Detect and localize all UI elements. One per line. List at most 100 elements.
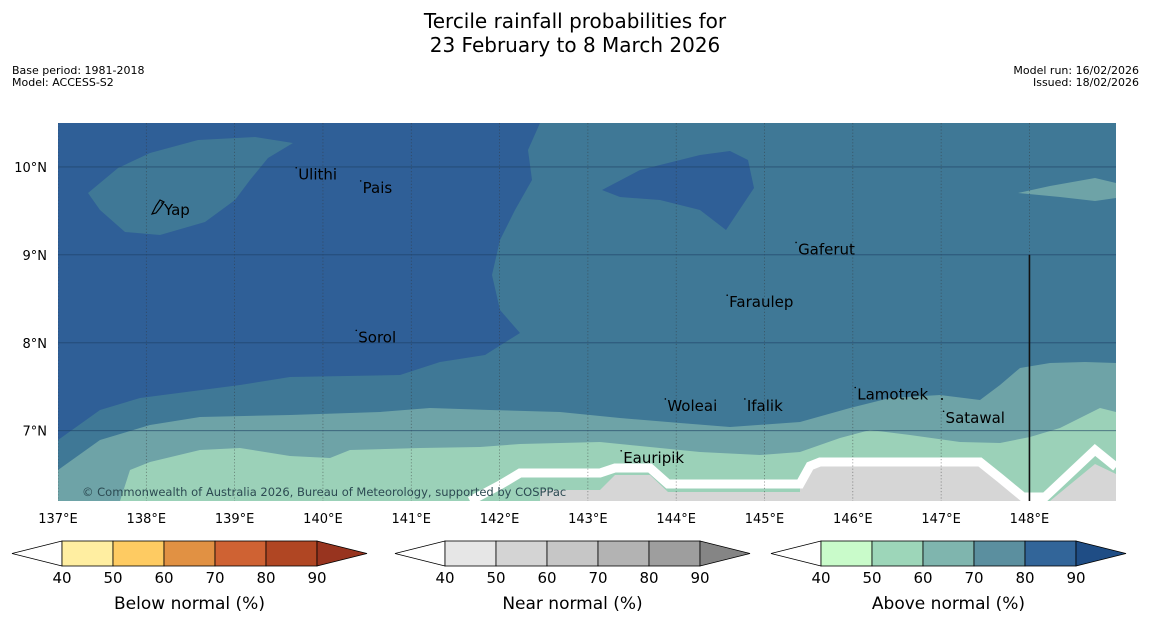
region-above-80-90-north [602,151,754,230]
colorbar-tick: 90 [1066,569,1085,587]
colorbar-tick: 60 [537,569,556,587]
colorbar-tail-right [316,540,368,567]
colorbar-below: 40 50 60 70 80 90 Below normal (%) [11,540,368,614]
place-marker [795,241,797,244]
place-label: Yap [163,201,190,219]
map-regions [58,123,1116,501]
model-run: Model run: 16/02/2026 [1013,64,1139,77]
lon-tick-label: 148°E [1010,512,1050,527]
colorbar-tail-right [1075,540,1127,567]
lon-tick-label: 147°E [921,512,961,527]
yap-island-outline [150,199,165,215]
colorbar-segment [973,540,1026,567]
lon-tick-label: 146°E [833,512,873,527]
lat-grid [58,166,1116,432]
colorbar-tail-right [699,540,751,567]
colorbar-tick: 60 [154,569,173,587]
place-marker [161,202,163,204]
colorbar-tick: 90 [690,569,709,587]
lon-tick-label: 143°E [568,512,608,527]
colorbar-tail-left [11,540,63,567]
colorbar-tick: 70 [205,569,224,587]
colorbar-segment [444,540,497,567]
region-above-70-80 [58,123,1116,501]
lon-tick-label: 144°E [656,512,696,527]
place-marker [726,294,728,297]
base-period: Base period: 1981-2018 [12,64,145,77]
colorbar-tick: 50 [103,569,122,587]
place-label: Lamotrek [857,386,928,404]
lon-tick-label: 145°E [745,512,785,527]
place-marker [744,398,746,400]
colorbar-segment [163,540,216,567]
lon-tick-label: 139°E [215,512,255,527]
lat-tick-label: 9°N [23,249,48,264]
place-label: Woleai [667,397,717,415]
region-near-normal-east [1050,464,1116,501]
colorbar-tick: 80 [1015,569,1034,587]
colorbar-tick: 80 [256,569,275,587]
colorbar-tick: 40 [435,569,454,587]
place-label: Gaferut [798,240,855,258]
place-label: Pais [363,179,393,197]
colorbar-segment [495,540,548,567]
colorbar-segment [546,540,599,567]
lat-tick-label: 10°N [14,161,47,176]
colorbar-segment [214,540,267,567]
place-label: Eauripik [623,449,684,467]
title-line-2: 23 February to 8 March 2026 [429,33,721,57]
copyright-text: © Commonwealth of Australia 2026, Bureau… [82,485,566,499]
place-label: Ulithi [298,166,337,184]
colorbar-segment [1024,540,1077,567]
place-label: Faraulep [729,293,793,311]
colorbar-segment [61,540,114,567]
lon-tick-label: 140°E [303,512,343,527]
lon-tick-label: 138°E [127,512,167,527]
colorbar-tick: 50 [862,569,881,587]
meta-left: Base period: 1981-2018 Model: ACCESS-S2 [12,65,144,89]
colorbar-segment [648,540,701,567]
issued-date: Issued: 18/02/2026 [1032,76,1139,89]
place-label: Sorol [358,328,396,346]
region-near-normal [540,462,1026,501]
colorbar-label: Below normal (%) [114,594,265,614]
place-marker [355,329,358,332]
place-marker [942,410,945,413]
colorbar-segment [597,540,650,567]
colorbar-label: Above normal (%) [872,594,1025,614]
title-line-1: Tercile rainfall probabilities for [423,9,727,33]
lon-tick-label: 142°E [480,512,520,527]
model-name: Model: ACCESS-S2 [12,76,114,89]
region-no-signal [467,444,1116,501]
lat-tick-label: 8°N [23,337,48,352]
place-marker [854,386,857,389]
place-label: Ifalik [747,397,783,415]
colorbar-tick: 40 [811,569,830,587]
colorbar-tick: 80 [639,569,658,587]
region-above-70-80-yap [88,137,293,235]
colorbar-segment [112,540,165,567]
region-above-60-70-ne [1018,178,1116,201]
colorbar-tick: 50 [486,569,505,587]
colorbar-segment [820,540,873,567]
place-marker [620,450,623,452]
lon-tick-label: 137°E [38,512,78,527]
chart-title: Tercile rainfall probabilities for 23 Fe… [0,9,1150,57]
place-marker [664,398,667,400]
colorbar-above: 40 50 60 70 80 90 Above normal (%) [770,540,1127,614]
colorbar-label: Near normal (%) [502,594,642,614]
lon-tick-label: 141°E [391,512,431,527]
lat-tick-label: 7°N [23,425,48,440]
colorbar-tick: 90 [307,569,326,587]
colorbar-tick: 70 [964,569,983,587]
colorbar-tick: 60 [913,569,932,587]
colorbar-segment [922,540,975,567]
colorbar-segment [871,540,924,567]
meta-right: Model run: 16/02/2026 Issued: 18/02/2026 [1013,65,1139,89]
place-marker [295,166,298,169]
atoll-dot [941,398,943,400]
white-band [467,444,1116,501]
colorbar-tail-left [394,540,446,567]
colorbar-tail-left [770,540,822,567]
